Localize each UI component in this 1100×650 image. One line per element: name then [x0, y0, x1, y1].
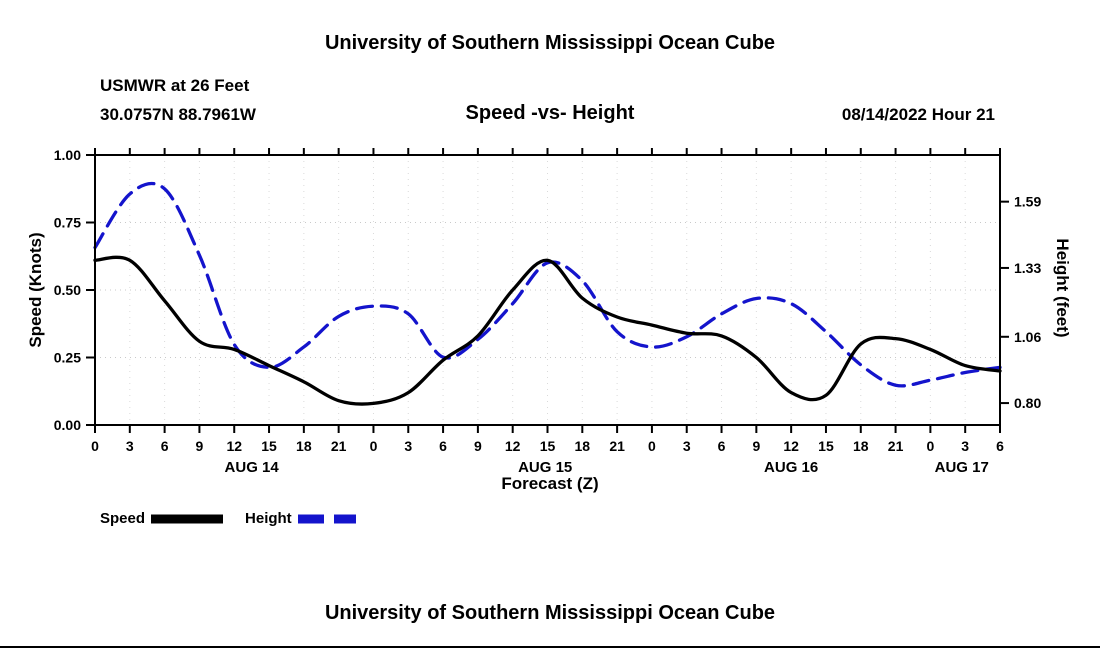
svg-text:6: 6	[996, 438, 1004, 454]
footer-title: University of Southern Mississippi Ocean…	[324, 602, 776, 624]
svg-text:1.59: 1.59	[1014, 194, 1041, 210]
svg-text:1.06: 1.06	[1014, 329, 1041, 345]
svg-text:1.33: 1.33	[1014, 260, 1041, 276]
svg-text:9: 9	[474, 438, 482, 454]
svg-text:18: 18	[575, 438, 591, 454]
svg-text:0.50: 0.50	[54, 282, 81, 298]
svg-text:0.80: 0.80	[1014, 395, 1041, 411]
svg-text:12: 12	[226, 438, 242, 454]
svg-text:15: 15	[261, 438, 277, 454]
svg-text:21: 21	[888, 438, 904, 454]
svg-text:0.25: 0.25	[54, 350, 81, 366]
svg-text:21: 21	[331, 438, 347, 454]
svg-text:3: 3	[683, 438, 691, 454]
svg-text:12: 12	[783, 438, 799, 454]
svg-text:0.00: 0.00	[54, 417, 81, 433]
station-label: USMWR at 26 Feet	[100, 76, 250, 95]
svg-text:9: 9	[752, 438, 760, 454]
right-axis-title: Height (feet)	[1053, 238, 1072, 338]
chart-title: Speed -vs- Height	[465, 102, 635, 124]
svg-text:3: 3	[126, 438, 134, 454]
legend: Speed Height	[100, 510, 356, 527]
height-legend-line	[297, 514, 356, 523]
svg-text:AUG 15: AUG 15	[518, 459, 572, 476]
x-axis-title: Forecast (Z)	[501, 474, 599, 493]
svg-text:AUG 16: AUG 16	[764, 459, 818, 476]
svg-text:15: 15	[818, 438, 834, 454]
svg-text:21: 21	[609, 438, 625, 454]
svg-text:0: 0	[91, 438, 99, 454]
next-plot-top-edge	[0, 646, 1100, 648]
page-title: University of Southern Mississippi Ocean…	[324, 32, 776, 54]
svg-text:3: 3	[961, 438, 969, 454]
svg-text:AUG 17: AUG 17	[935, 459, 989, 476]
speed-legend-line	[151, 514, 224, 523]
svg-text:0: 0	[648, 438, 656, 454]
coordinates-label: 30.0757N 88.7961W	[100, 105, 256, 124]
svg-text:12: 12	[505, 438, 521, 454]
svg-text:9: 9	[196, 438, 204, 454]
svg-text:0.75: 0.75	[54, 215, 81, 231]
svg-text:0: 0	[926, 438, 934, 454]
svg-text:3: 3	[404, 438, 412, 454]
svg-text:1.00: 1.00	[54, 147, 81, 163]
svg-text:18: 18	[296, 438, 312, 454]
svg-text:15: 15	[540, 438, 556, 454]
datetime-label: 08/14/2022 Hour 21	[841, 105, 995, 124]
svg-text:18: 18	[853, 438, 869, 454]
svg-text:0: 0	[370, 438, 378, 454]
svg-text:6: 6	[439, 438, 447, 454]
svg-text:AUG 14: AUG 14	[225, 459, 280, 476]
legend-height-label: Height	[245, 510, 292, 527]
legend-speed-label: Speed	[100, 510, 146, 527]
left-axis-title: Speed (Knots)	[26, 232, 45, 348]
svg-text:6: 6	[718, 438, 726, 454]
svg-text:6: 6	[161, 438, 169, 454]
